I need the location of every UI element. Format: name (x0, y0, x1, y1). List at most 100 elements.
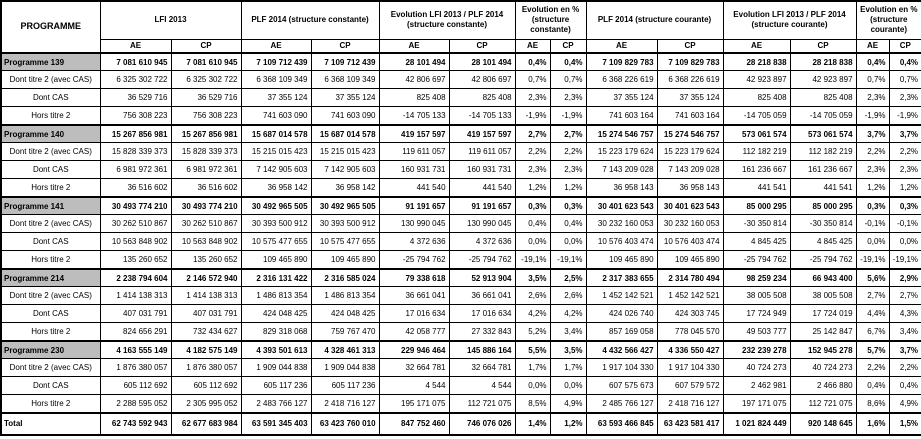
cell: -14 705 133 (448, 106, 516, 126)
cell: 7 142 905 603 (240, 160, 312, 180)
cell: 4 372 636 (378, 232, 450, 252)
table-row: Hors titre 2 756 308 223 756 308 223 741 60… (0, 106, 921, 126)
cell: 2,7% (514, 123, 551, 144)
cell: 85 000 295 (722, 195, 791, 216)
col-cp: CP (888, 38, 921, 54)
cell: 2 314 780 494 (656, 267, 724, 288)
cell: 1,2% (514, 178, 551, 198)
cell: 3,7% (888, 123, 921, 144)
cell: 741 603 090 (240, 106, 312, 126)
cell: 2,2% (514, 142, 551, 162)
cell: -25 794 762 (789, 250, 857, 270)
cell: 112 721 075 (789, 394, 857, 414)
table-row: Programme 230 4 163 555 149 4 182 575 149 4… (0, 339, 921, 360)
cell: 4 393 501 613 (240, 339, 312, 360)
cell: 30 493 774 210 (170, 195, 242, 216)
cell: 36 516 602 (99, 178, 172, 198)
cell: 605 112 692 (99, 376, 172, 396)
row-label: Programme 230 (0, 339, 101, 360)
cell: 1 876 380 057 (99, 358, 172, 378)
cell: 824 656 291 (99, 322, 172, 342)
cell: 135 260 652 (170, 250, 242, 270)
cell: 79 338 618 (378, 267, 450, 288)
cell: 2,3% (549, 88, 587, 108)
cell: 37 355 124 (310, 88, 380, 108)
group-evolution-constante: Evolution LFI 2013 / PLF 2014 (structure… (378, 0, 516, 40)
cell: 109 465 890 (656, 250, 724, 270)
cell: 1,7% (549, 358, 587, 378)
cell: 36 529 716 (99, 88, 172, 108)
cell: 36 661 041 (448, 286, 516, 306)
cell: 0,7% (549, 70, 587, 90)
cell: 0,3% (549, 195, 587, 216)
cell: 6 368 109 349 (240, 70, 312, 90)
cell: 15 223 179 624 (585, 142, 658, 162)
col-ae: AE (855, 38, 890, 54)
cell: 441 540 (378, 178, 450, 198)
row-label: Total (0, 411, 101, 436)
cell: 42 806 697 (448, 70, 516, 90)
cell: 40 724 273 (722, 358, 791, 378)
cell: 2 485 766 127 (585, 394, 658, 414)
cell: 6 368 109 349 (310, 70, 380, 90)
cell: 2,2% (549, 142, 587, 162)
cell: 2,3% (888, 88, 921, 108)
cell: 1 876 380 057 (170, 358, 242, 378)
cell: 825 408 (378, 88, 450, 108)
cell: 4 544 (448, 376, 516, 396)
cell: 52 913 904 (448, 267, 516, 288)
cell: 15 274 546 757 (656, 123, 724, 144)
table-row: Dont titre 2 (avec CAS) 1 414 138 313 1 41… (0, 286, 921, 306)
cell: 847 752 460 (378, 411, 450, 436)
cell: 3,5% (514, 267, 551, 288)
cell: 2,2% (855, 142, 890, 162)
cell: -14 705 059 (789, 106, 857, 126)
cell: 3,5% (549, 339, 587, 360)
cell: 4,9% (888, 394, 921, 414)
cell: 62 743 592 943 (99, 411, 172, 436)
cell: 229 946 464 (378, 339, 450, 360)
cell: 36 661 041 (378, 286, 450, 306)
cell: 2,7% (855, 286, 890, 306)
cell: 0,3% (888, 195, 921, 216)
cell: 4 336 550 427 (656, 339, 724, 360)
cell: -19,1% (855, 250, 890, 270)
cell: -25 794 762 (722, 250, 791, 270)
table-row: Hors titre 2 824 656 291 732 434 627 829 31… (0, 322, 921, 342)
cell: 5,7% (855, 339, 890, 360)
cell: 756 308 223 (99, 106, 172, 126)
row-label: Dont titre 2 (avec CAS) (0, 142, 101, 162)
row-label: Dont CAS (0, 88, 101, 108)
cell: 2 288 595 052 (99, 394, 172, 414)
cell: 0,0% (855, 232, 890, 252)
cell: 0,7% (855, 70, 890, 90)
col-cp: CP (656, 38, 724, 54)
row-label: Hors titre 2 (0, 178, 101, 198)
cell: 419 157 597 (448, 123, 516, 144)
cell: 2,3% (514, 160, 551, 180)
col-ae: AE (722, 38, 791, 54)
cell: 5,6% (855, 267, 890, 288)
header-sub-row: AE CP AE CP AE CP AE CP AE CP AE CP AE C… (1, 38, 921, 54)
cell: 28 101 494 (448, 51, 516, 72)
cell: 2,7% (549, 123, 587, 144)
cell: 6 368 226 619 (656, 70, 724, 90)
table-row: Programme 214 2 238 794 604 2 146 572 940 2… (0, 267, 921, 288)
cell: 17 724 019 (789, 304, 857, 324)
cell: 32 664 781 (448, 358, 516, 378)
cell: -1,9% (514, 106, 551, 126)
cell: 573 061 574 (722, 123, 791, 144)
cell: 4 845 425 (722, 232, 791, 252)
cell: 2 483 766 127 (240, 394, 312, 414)
cell: 7 109 712 439 (240, 51, 312, 72)
cell: 4 328 461 313 (310, 339, 380, 360)
cell: 112 182 219 (722, 142, 791, 162)
cell: 759 767 470 (310, 322, 380, 342)
cell: 419 157 597 (378, 123, 450, 144)
col-ae: AE (585, 38, 658, 54)
cell: 17 724 949 (722, 304, 791, 324)
cell: 3,4% (549, 322, 587, 342)
cell: 0,4% (888, 376, 921, 396)
cell: 2,3% (888, 160, 921, 180)
